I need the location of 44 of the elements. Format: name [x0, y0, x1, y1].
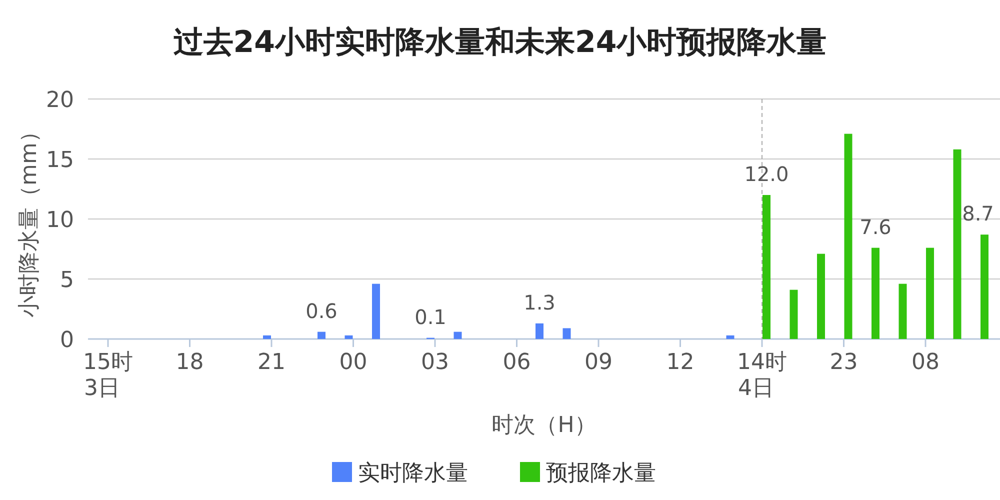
- bar: [344, 335, 353, 339]
- x-axis-title: 时次（H）: [492, 413, 596, 438]
- bar: [454, 332, 462, 339]
- bar: [318, 332, 326, 339]
- bar: [726, 335, 734, 339]
- bar: [263, 335, 271, 339]
- y-axis-title: 小时降水量（mm）: [17, 120, 42, 318]
- data-label: 7.6: [860, 214, 892, 239]
- bar: [817, 254, 825, 339]
- bar: [844, 134, 852, 339]
- data-label: 0.1: [414, 304, 446, 329]
- x-tick-label: 00: [339, 350, 368, 375]
- legend-label: 预报降水量: [546, 461, 656, 486]
- x-tick-label: 09: [584, 350, 612, 375]
- data-label: 0.6: [306, 298, 338, 323]
- y-tick-label: 20: [46, 88, 74, 113]
- bar: [790, 290, 798, 339]
- y-tick-label: 0: [60, 328, 74, 353]
- data-label: 8.7: [962, 202, 994, 226]
- x-tick-label: 08: [912, 350, 940, 375]
- x-tick-label: 23: [830, 350, 858, 375]
- bar: [872, 248, 880, 339]
- data-label: 12.0: [744, 162, 789, 186]
- x-tick-label: 15时 3日: [83, 350, 133, 401]
- y-tick-label: 15: [46, 148, 74, 173]
- bar: [536, 323, 544, 339]
- legend-label: 实时降水量: [358, 461, 468, 486]
- x-tick-label: 14时 4日: [737, 350, 787, 401]
- bar: [372, 284, 380, 339]
- bar: [898, 284, 907, 339]
- y-tick-label: 5: [60, 268, 74, 293]
- x-tick-label: 18: [176, 350, 204, 375]
- chart-title: 过去24小时实时降水量和未来24小时预报降水量: [173, 25, 827, 60]
- x-tick-label: 06: [502, 350, 531, 375]
- bar: [562, 328, 571, 339]
- x-tick-label: 03: [421, 350, 449, 375]
- y-tick-label: 10: [46, 208, 74, 233]
- bar: [953, 149, 962, 339]
- bar: [926, 248, 934, 339]
- x-tick-label: 21: [258, 350, 286, 375]
- bar: [980, 234, 988, 339]
- bar: [762, 195, 770, 339]
- x-tick-label: 12: [666, 350, 694, 375]
- data-label: 1.3: [524, 290, 556, 314]
